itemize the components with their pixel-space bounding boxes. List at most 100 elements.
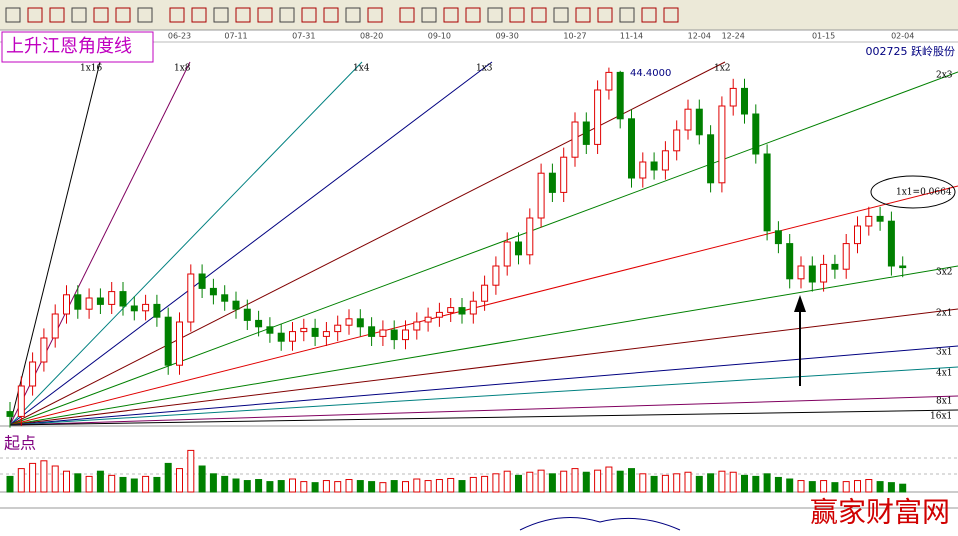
start-label: 起点: [4, 434, 36, 453]
candle-body: [571, 121, 579, 158]
candle-body: [503, 241, 511, 267]
volume-bar: [808, 481, 816, 493]
candle-body: [153, 303, 161, 318]
x-tick-label: 01-15: [812, 32, 835, 41]
volume-bar: [209, 473, 217, 493]
tool-button[interactable]: [27, 7, 43, 23]
candle-body: [119, 291, 127, 307]
tool-button[interactable]: [345, 7, 361, 23]
volume-bar: [277, 480, 285, 493]
volume-bar: [198, 465, 206, 493]
tool-button[interactable]: [213, 7, 229, 23]
candle-body: [797, 265, 805, 280]
fan-label: 3x1: [936, 348, 953, 358]
candle-body: [187, 273, 195, 323]
candle-body: [560, 156, 568, 193]
tool-button[interactable]: [619, 7, 635, 23]
x-tick-label: 02-04: [891, 32, 914, 41]
tool-button[interactable]: [553, 7, 569, 23]
candle-body: [345, 318, 353, 326]
candle-body: [74, 294, 82, 310]
tool-button[interactable]: [443, 7, 459, 23]
tool-button[interactable]: [465, 7, 481, 23]
candle-body: [402, 329, 409, 341]
volume-bar: [63, 470, 70, 493]
tool-button[interactable]: [71, 7, 87, 23]
tool-button[interactable]: [235, 7, 251, 23]
candle-body: [650, 161, 658, 171]
tool-button[interactable]: [641, 7, 657, 23]
tool-button[interactable]: [191, 7, 207, 23]
tool-button[interactable]: [323, 7, 339, 23]
candle-body: [368, 326, 376, 337]
volume-bar: [356, 480, 364, 493]
candle-body: [390, 329, 398, 341]
tool-button[interactable]: [487, 7, 503, 23]
highlight-ellipse: [870, 175, 956, 209]
candle-body: [729, 87, 737, 107]
tool-button[interactable]: [597, 7, 613, 23]
volume-bar: [695, 475, 703, 493]
tool-button[interactable]: [399, 7, 415, 23]
volume-bar: [74, 473, 82, 493]
volume-bar: [820, 480, 828, 493]
tool-button[interactable]: [137, 7, 153, 23]
candle-body: [322, 331, 330, 337]
volume-bar: [390, 480, 398, 493]
volume-bar: [266, 481, 274, 493]
tool-button[interactable]: [49, 7, 65, 23]
volume-bar: [774, 476, 782, 493]
candle-body: [232, 300, 240, 310]
x-tick-label: 12-24: [722, 32, 745, 41]
volume-bar: [334, 481, 342, 493]
volume-bar: [85, 475, 93, 493]
candle-body: [447, 307, 455, 313]
candle-body: [379, 329, 387, 337]
volume-bar: [616, 470, 624, 493]
candle-body: [96, 297, 104, 305]
tool-button[interactable]: [509, 7, 525, 23]
candle-body: [763, 153, 771, 232]
gann-fan: 1x16 1x8 1x4 1x3 1x2 2x3 3x2 2x1 3x1 4x1…: [9, 61, 958, 426]
fan-label: 2x1: [936, 309, 953, 319]
volume-bars: [6, 449, 907, 493]
candle-body: [616, 71, 624, 120]
volume-bar: [17, 468, 25, 493]
volume-bar: [300, 481, 308, 493]
chart-title: 上升江恩角度线: [6, 36, 132, 57]
volume-bar: [639, 473, 647, 493]
tool-button[interactable]: [5, 7, 21, 23]
fan-line: [9, 61, 363, 426]
candle-body: [492, 265, 500, 286]
title-box: [1, 31, 154, 63]
tool-button[interactable]: [115, 7, 131, 23]
tool-button[interactable]: [279, 7, 295, 23]
candle-body: [774, 230, 782, 245]
tool-button[interactable]: [301, 7, 317, 23]
candle-body: [639, 161, 647, 179]
candle-body: [718, 105, 726, 184]
fan-label: 1x2: [714, 64, 731, 74]
candle-body: [334, 324, 342, 333]
tool-button[interactable]: [169, 7, 185, 23]
tool-button[interactable]: [575, 7, 591, 23]
fan-line: [9, 395, 958, 426]
tool-button[interactable]: [663, 7, 679, 23]
volume-bar: [718, 470, 726, 493]
tool-button[interactable]: [257, 7, 273, 23]
candle-body: [673, 129, 681, 152]
volume-bar: [594, 469, 602, 493]
fan-line: [9, 265, 958, 426]
volume-bar: [741, 474, 748, 493]
candle-body: [808, 265, 816, 283]
tool-button[interactable]: [93, 7, 109, 23]
volume-bar: [786, 478, 794, 493]
tool-button[interactable]: [367, 7, 383, 23]
volume-bar: [424, 480, 432, 493]
volume-bar: [469, 476, 477, 493]
candle-body: [605, 71, 613, 91]
tool-button[interactable]: [421, 7, 437, 23]
candle-body: [142, 303, 150, 312]
tool-button[interactable]: [531, 7, 547, 23]
